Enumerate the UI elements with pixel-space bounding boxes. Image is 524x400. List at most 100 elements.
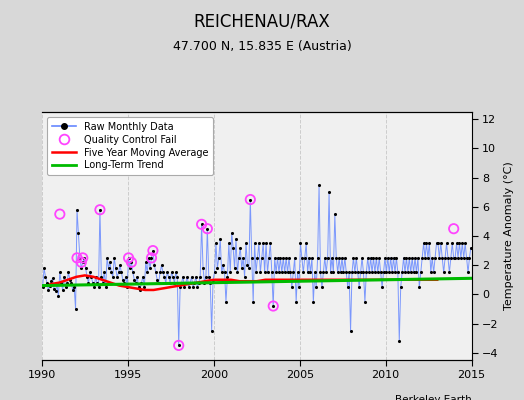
Point (241, 274, 249, 280)
Point (145, 255, 153, 261)
Point (246, 196, 255, 203)
Point (440, 269, 448, 276)
Point (295, 284, 303, 290)
Point (155, 280, 163, 286)
Point (366, 255, 375, 261)
Point (428, 255, 436, 261)
Point (405, 255, 413, 261)
Point (335, 255, 343, 261)
Point (137, 280, 146, 286)
Point (385, 269, 394, 276)
Point (444, 255, 452, 261)
Point (96, 206, 104, 213)
Point (409, 269, 418, 276)
Point (114, 269, 123, 276)
Point (134, 284, 143, 290)
Point (123, 284, 132, 290)
Point (372, 255, 380, 261)
Point (147, 255, 156, 261)
Point (156, 269, 164, 276)
Point (355, 284, 363, 290)
Point (174, 342, 183, 349)
Point (359, 269, 368, 276)
Point (413, 255, 422, 261)
Point (89, 280, 97, 286)
Point (186, 280, 194, 286)
Point (179, 274, 187, 280)
Point (66, 276, 74, 283)
Point (308, 255, 316, 261)
Point (188, 274, 196, 280)
Point (126, 265, 134, 271)
Point (103, 255, 111, 261)
Point (309, 298, 318, 305)
Point (311, 269, 319, 276)
Point (348, 269, 356, 276)
Point (190, 280, 199, 286)
Point (53, 281, 61, 287)
Point (192, 274, 200, 280)
Point (231, 265, 239, 271)
Point (136, 287, 144, 293)
Point (269, 303, 277, 309)
Point (462, 255, 471, 261)
Point (456, 255, 465, 261)
Point (64, 269, 73, 276)
Point (374, 269, 382, 276)
Point (445, 269, 454, 276)
Point (387, 255, 395, 261)
Point (229, 244, 237, 251)
Point (212, 240, 220, 246)
Point (323, 255, 332, 261)
Point (247, 255, 256, 261)
Point (376, 269, 385, 276)
Point (415, 284, 423, 290)
Point (81, 265, 90, 271)
Point (236, 244, 245, 251)
Point (389, 255, 398, 261)
Point (276, 255, 285, 261)
Point (139, 274, 147, 280)
Point (157, 262, 166, 268)
Legend: Raw Monthly Data, Quality Control Fail, Five Year Moving Average, Long-Term Tren: Raw Monthly Data, Quality Control Fail, … (47, 117, 213, 175)
Point (124, 255, 133, 261)
Point (169, 274, 177, 280)
Point (342, 269, 351, 276)
Point (120, 280, 128, 286)
Point (432, 240, 441, 246)
Point (97, 274, 105, 280)
Point (446, 255, 455, 261)
Point (290, 255, 299, 261)
Point (278, 269, 286, 276)
Point (141, 259, 150, 266)
Point (80, 255, 89, 261)
Point (146, 265, 154, 271)
Point (173, 274, 181, 280)
Point (59, 287, 67, 293)
Point (193, 284, 202, 290)
Point (262, 240, 270, 246)
Point (189, 284, 197, 290)
Point (467, 244, 475, 251)
Point (38, 284, 47, 290)
Point (450, 255, 458, 261)
Point (110, 255, 118, 261)
Point (50, 285, 58, 292)
Point (219, 262, 227, 268)
Point (176, 284, 184, 290)
Point (124, 255, 133, 261)
Point (129, 269, 137, 276)
Point (279, 255, 288, 261)
Point (67, 280, 75, 286)
Point (354, 269, 362, 276)
Point (112, 265, 120, 271)
Point (274, 255, 282, 261)
Point (73, 206, 81, 213)
Point (198, 221, 206, 228)
Point (418, 255, 427, 261)
Point (435, 255, 443, 261)
Point (442, 240, 451, 246)
Point (149, 247, 157, 254)
Point (326, 269, 335, 276)
Point (451, 255, 460, 261)
